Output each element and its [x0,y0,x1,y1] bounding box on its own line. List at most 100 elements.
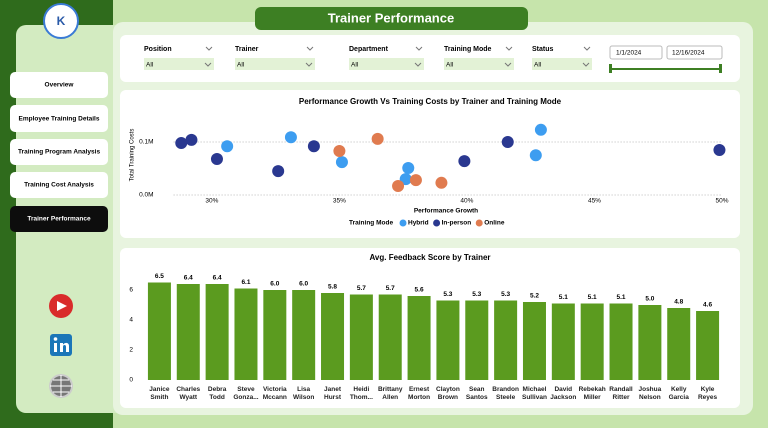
filter-dropdown[interactable] [444,58,514,70]
value-label: 6.0 [299,281,308,288]
value-label: 5.3 [472,291,481,298]
value-label: 5.3 [443,291,452,298]
logo [43,3,79,39]
chevron [205,46,213,51]
point [284,131,297,144]
x-tick-label: Rebekah Miller [578,386,606,401]
bar [494,300,518,380]
point [713,143,726,156]
legend-label: Online [484,220,505,227]
value-label: 6.0 [270,281,279,288]
date-slider[interactable] [611,68,721,70]
bar [551,303,575,380]
legend-swatch [399,219,407,227]
date-start: 1/1/2024 [616,50,642,57]
x-tick-label: Joshua Nelson [638,386,662,401]
bar [436,300,460,380]
point [210,152,223,165]
bar [609,303,633,380]
bar [407,296,431,380]
bar [580,303,604,380]
chevron [582,62,590,67]
linkedin-glyph [53,337,58,341]
nav-label: Overview [45,82,75,89]
legend-swatch [475,219,483,227]
bar [667,308,691,380]
x-tick-label: David Jackson [550,386,577,401]
legend-label: Hybrid [408,220,429,227]
point [272,165,285,178]
x-tick-label: Sean Santos [465,386,488,401]
nav-button[interactable] [10,172,108,198]
value-label: 5.1 [559,294,568,301]
scatter-title: Performance Growth Vs Training Costs by … [299,97,562,106]
x-tick-label: Charles Wyatt [176,386,201,401]
linkedin-glyph [60,342,69,352]
point [534,123,547,136]
bar-title: Avg. Feedback Score by Trainer [369,253,490,262]
slider-handle[interactable] [609,64,612,73]
nav-button[interactable] [10,105,108,132]
x-tick-label: 30% [205,198,218,205]
value-label: 5.7 [357,285,366,292]
x-tick-label: 45% [588,198,601,205]
chevron [305,62,313,67]
point [435,176,448,189]
filter-dropdown[interactable] [349,58,424,70]
value-label: 5.1 [588,294,597,301]
web-glyph [50,375,72,397]
value-label: 4.6 [703,302,712,309]
filter-label: Department [349,46,389,53]
x-tick-label: Janice Smith [149,386,170,401]
x-tick-label: Victoria Mccann [262,386,287,401]
filter-dropdown[interactable] [144,58,214,70]
y-tick-label: 0.1M [139,139,153,146]
filter-dropdown[interactable] [235,58,315,70]
bar [205,284,229,380]
value-label: 5.1 [617,294,626,301]
point [371,132,384,145]
value-label: 5.6 [415,287,424,294]
x-tick-label: Brittany Allen [377,386,403,401]
point [409,174,422,187]
bar [147,282,171,380]
filter-value: All [146,62,154,69]
x-tick-label: Lisa Wilson [293,386,315,401]
filter-panel [120,35,740,82]
x-tick-label: Clayton Brown [436,386,460,401]
x-tick-label: Randall Ritter [609,386,633,401]
bar [263,290,287,380]
legend-swatch [433,219,441,227]
point [529,149,542,162]
nav-button[interactable] [10,139,108,165]
value-label: 5.0 [645,296,654,303]
logo-mark: K [57,14,66,28]
legend-title: Training Mode [349,220,393,227]
chevron [583,46,591,51]
y-tick-label: 2 [129,347,133,354]
chevron [415,46,423,51]
date-box[interactable] [609,45,663,60]
x-tick-label: Michael Sullivan [522,386,547,401]
x-tick-label: Brandon Steele [492,386,519,401]
nav-button-active[interactable] [10,206,108,232]
point [399,173,412,186]
scatter-panel [120,90,740,238]
point [335,156,348,169]
bar [696,311,720,380]
x-axis-label: Performance Growth [414,208,478,215]
filter-dropdown[interactable] [532,58,592,70]
point [458,155,471,168]
nav-button[interactable] [10,72,108,98]
chevron [306,46,314,51]
x-tick-label: Debra Todd [207,386,227,401]
bar [378,294,402,380]
slider-handle[interactable] [719,64,722,73]
x-tick-label: Ernest Morton [408,386,431,401]
date-box[interactable] [666,45,723,60]
filter-value: All [351,62,359,69]
value-label: 5.2 [530,293,539,300]
chevron [204,62,212,67]
bar [321,293,345,380]
